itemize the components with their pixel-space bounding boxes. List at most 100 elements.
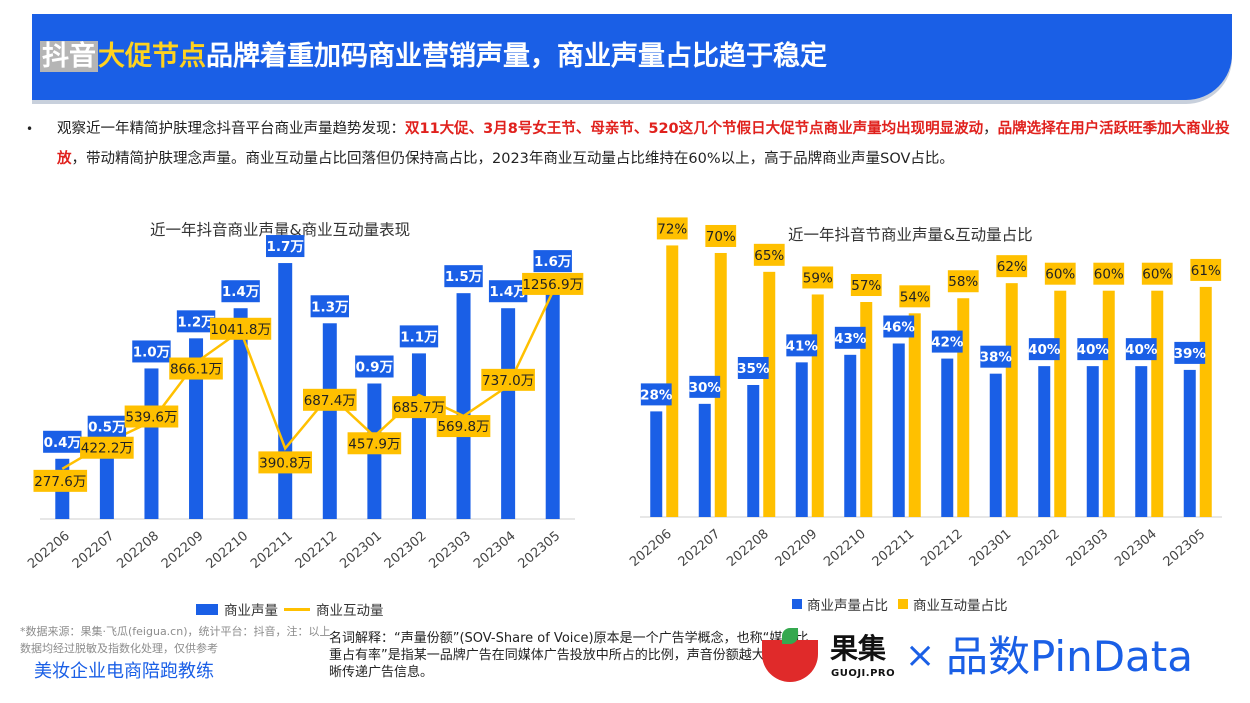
bullet-dot: • [26,122,34,136]
left-line-label-group: 422.2万 [80,436,134,459]
right-s2-label: 61% [1191,263,1221,279]
pindata-logo: 品数PinData [946,632,1193,681]
left-bar-label: 1.4万 [222,284,259,300]
right-s2-label-group: 60% [1141,262,1173,285]
right-s1-label: 30% [689,380,722,396]
insight-bullet: • 观察近一年精简护肤理念抖音平台商业声量趋势发现：双11大促、3月8号女王节、… [26,114,1231,174]
left-bar-label-group: 0.5万 [87,415,127,438]
title-banner [32,14,1232,100]
left-bar-label: 0.5万 [88,420,125,436]
left-line-label: 569.8万 [437,419,489,435]
right-s2-label-group: 65% [753,243,785,266]
insight-seg5: ，带动精简护肤理念声量。商业互动量占比回落但仍保持高占比，2023年商业互动量占… [71,151,954,167]
right-bar-s2 [763,271,776,517]
title-part-promo: 大促节点 [98,41,206,72]
right-s1-label-bg [883,315,915,338]
right-bar-s1 [795,362,808,517]
right-s1-label-bg [931,330,963,353]
left-bar-label-group: 1.5万 [444,265,483,288]
legend-s2-label: 商业互动量占比 [913,598,1008,614]
left-bar-label-group: 1.3万 [310,295,349,318]
left-line-label: 866.1万 [170,362,222,378]
right-s1-label-group: 43% [834,326,867,349]
left-bar-label-bg [176,310,216,333]
left-line-label-group: 737.0万 [481,368,535,391]
right-x-tick: 202210 [821,527,869,570]
right-bar-s2 [860,302,873,517]
right-bar-s2 [1151,290,1164,517]
right-s1-label-group: 38% [980,345,1012,368]
right-bar-s2 [811,294,824,517]
right-s2-label-group: 61% [1190,258,1222,281]
left-bar [322,323,337,519]
left-line-label-group: 1256.9万 [522,272,584,295]
right-s2-label-group: 60% [1044,262,1076,285]
left-bar-label-group: 1.2万 [176,310,216,333]
legend-s2-swatch [898,599,908,609]
left-bar-label-group: 1.4万 [221,280,260,303]
left-bar-label-group: 1.7万 [266,235,305,258]
right-s1-label-bg [737,356,769,379]
insight-text: 观察近一年精简护肤理念抖音平台商业声量趋势发现：双11大促、3月8号女王节、母亲… [26,114,1231,174]
right-s2-label: 72% [657,221,687,237]
right-x-tick: 202304 [1112,527,1160,570]
right-bar-s2 [1005,283,1018,517]
right-s1-label-bg [640,383,672,406]
right-s2-label-group: 70% [705,224,737,247]
right-s2-label-group: 60% [1093,262,1125,285]
left-bar-label: 1.3万 [311,299,348,315]
right-bar-s1 [650,411,663,517]
legend-s1-swatch [792,599,802,609]
right-s1-label-group: 30% [689,375,722,398]
insight-seg3: ， [983,121,998,137]
right-s2-label-group: 54% [899,285,931,308]
right-s1-label-bg [980,345,1012,368]
right-s2-label-bg [1093,262,1125,285]
right-s1-label: 40% [1028,342,1061,358]
left-bar-label-group: 1.4万 [488,280,528,303]
right-s2-label-bg [753,243,785,266]
right-x-tick: 202206 [627,527,675,570]
right-s1-label-bg [1125,338,1157,361]
left-bar-label: 1.1万 [400,329,437,345]
right-s1-label-bg [1174,341,1206,364]
right-s2-label-group: 59% [802,266,834,289]
right-s2-label: 59% [803,270,833,286]
right-chart-title: 近一年抖音节商业声量&互动量占比 [788,226,1033,244]
left-line-label-group: 866.1万 [169,357,223,380]
right-bar-s2 [1102,290,1115,517]
left-bar-label-bg [399,325,439,348]
right-bar-s2 [666,245,679,517]
insight-highlight1: 双11大促、3月8号女王节、母亲节、520这几个节假日大促节点商业声量均出现明显… [405,121,984,137]
left-line-label-bg [258,451,313,474]
left-bar-label: 1.4万 [489,284,526,300]
glossary-note: 名词解释：“声量份额”(SOV-Share of Voice)原本是一个广告学概… [329,631,809,680]
right-s2-label-bg [996,255,1028,278]
data-source-note: *数据来源：果集·飞瓜(feigua.cn)，统计平台：抖音，注：以上数据均经过… [20,625,331,655]
guoji-logo-text: 果集 [830,632,887,665]
right-s1-label-bg [834,326,866,349]
right-s2-label-bg [899,285,931,308]
page-title: 抖音大促节点品牌着重加码商业营销声量，商业声量占比趋于稳定 [40,36,827,78]
left-bar [545,278,560,519]
right-bar-s1 [1038,366,1051,517]
right-s1-label: 42% [931,335,964,351]
left-bar-label: 1.7万 [266,239,303,255]
right-chart-legend: 商业声量占比 商业互动量占比 [792,594,1008,614]
left-line-label: 390.8万 [259,455,311,471]
right-s1-label: 41% [786,338,819,354]
left-bar-label: 1.6万 [534,254,571,270]
left-bar-label-bg [310,295,349,318]
left-bar [99,443,114,519]
left-line-label-group: 685.7万 [392,396,446,419]
right-s2-label: 60% [1094,267,1124,283]
left-bar-label: 1.2万 [177,314,214,330]
right-x-tick: 202305 [1161,527,1209,570]
left-bar-label-bg [87,415,127,438]
right-s2-label: 58% [948,274,978,290]
left-line-label-bg [33,469,88,492]
right-s1-label-group: 35% [737,356,770,379]
left-line-label-bg [80,436,134,459]
